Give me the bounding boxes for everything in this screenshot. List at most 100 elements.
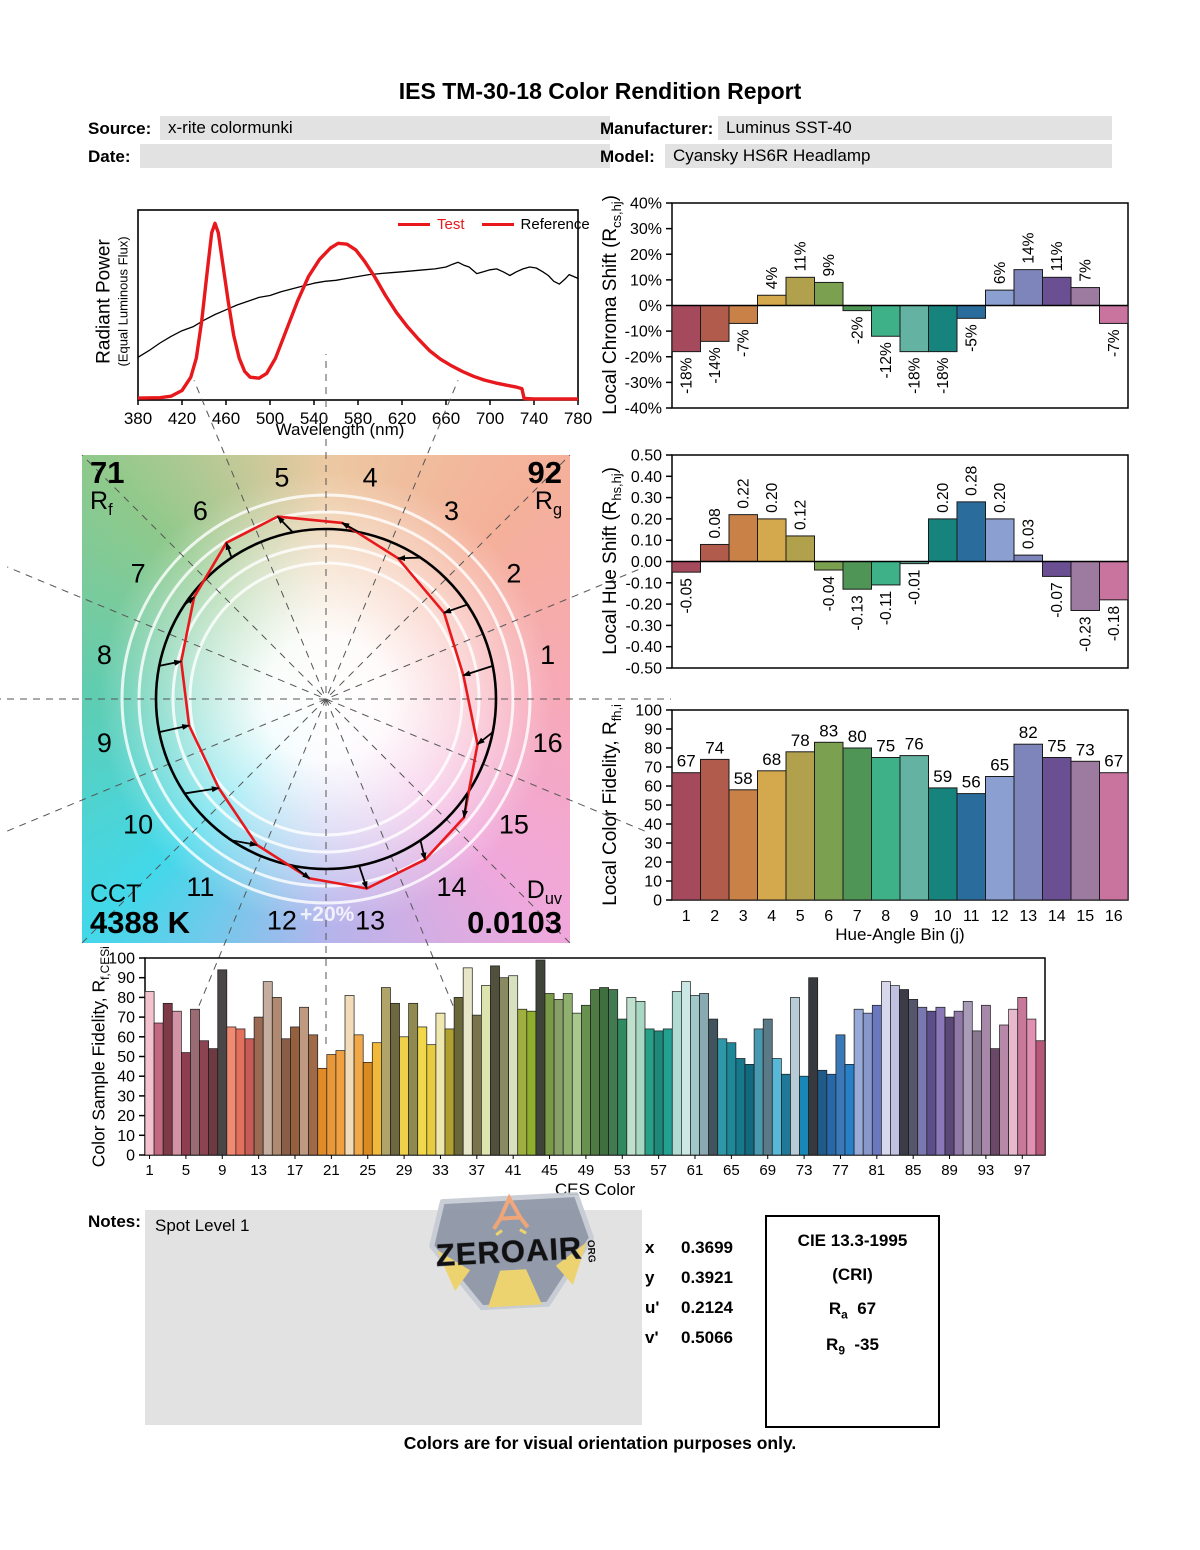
bar-ces-57	[653, 1030, 664, 1156]
bar-localfid-11	[956, 793, 986, 901]
bar-chroma-12	[985, 289, 1015, 306]
manufacturer-field[interactable]: Luminus SST-40	[718, 116, 1112, 140]
bar-ces-53	[617, 1018, 628, 1156]
spd-x-axis-label: Wavelength (nm)	[275, 420, 405, 439]
bar-localfid-9	[899, 755, 929, 901]
svg-text:420: 420	[168, 409, 196, 428]
bar-ces-79	[853, 1008, 864, 1156]
bar-ces-1	[144, 991, 155, 1156]
cvg-arrow-14	[419, 840, 427, 861]
bar-ces-51	[599, 987, 609, 1156]
cvg-arrow-6	[225, 541, 233, 558]
localfid-x-axis-label: Hue-Angle Bin (j)	[835, 925, 965, 944]
svg-text:9%: 9%	[821, 254, 838, 277]
svg-text:-2%: -2%	[850, 316, 867, 344]
svg-text:540: 540	[300, 409, 328, 428]
hue-y-axis-label: Local Hue Shift (Rhs,hj)	[600, 467, 624, 655]
cri-r9-value: R9 -35	[826, 1335, 879, 1358]
bar-ces-41	[508, 975, 519, 1156]
bar-ces-99	[1035, 1040, 1046, 1156]
svg-text:500: 500	[256, 409, 284, 428]
svg-text:100: 100	[108, 951, 135, 968]
bar-chroma-9	[899, 305, 929, 353]
svg-text:85: 85	[905, 1162, 922, 1179]
svg-text:20%: 20%	[630, 247, 662, 264]
cvg-reference-circle	[154, 527, 498, 871]
cvg-arrow-1	[462, 664, 494, 677]
bar-ces-2	[153, 1022, 164, 1156]
bar-ces-24	[353, 1034, 364, 1156]
bar-hue-3	[728, 514, 758, 562]
svg-text:-30%: -30%	[625, 375, 662, 392]
bar-localfid-7	[842, 747, 872, 901]
logo-tripod-leg-right	[518, 1216, 530, 1229]
source-field[interactable]: x-rite colormunki	[160, 116, 610, 140]
svg-text:69: 69	[759, 1162, 776, 1179]
bar-hue-15	[1070, 561, 1100, 611]
rf-score: 71 Rf	[90, 455, 125, 519]
bar-localfid-13	[1013, 743, 1043, 901]
svg-text:-0.11: -0.11	[878, 591, 895, 625]
bar-hue-5	[785, 535, 815, 563]
svg-text:11%: 11%	[793, 241, 810, 271]
svg-text:1: 1	[682, 908, 691, 925]
bar-ces-9	[217, 969, 228, 1156]
bar-localfid-8	[871, 757, 901, 901]
logo-road-center	[487, 1269, 542, 1308]
duv-readout: Duv 0.0103	[467, 875, 562, 941]
test-legend-label: Test	[437, 216, 465, 233]
svg-text:61: 61	[687, 1162, 704, 1179]
svg-text:37: 37	[468, 1162, 485, 1179]
cvg-arrow-11	[231, 839, 258, 847]
svg-text:4: 4	[363, 462, 378, 492]
reference-legend-line	[481, 223, 514, 226]
bar-ces-80	[862, 1012, 873, 1156]
bar-chroma-13	[1013, 269, 1043, 306]
bar-hue-10	[928, 518, 958, 562]
svg-text:-18%: -18%	[679, 357, 696, 393]
svg-text:0.10: 0.10	[631, 533, 662, 550]
svg-text:20: 20	[117, 1108, 135, 1125]
svg-text:-0.20: -0.20	[626, 597, 663, 614]
bar-ces-50	[590, 989, 600, 1156]
spd-y-axis-label: Radiant Power (Equal Luminous Flux)	[93, 236, 131, 367]
svg-text:75: 75	[876, 737, 895, 756]
svg-text:8: 8	[881, 908, 890, 925]
svg-text:25: 25	[359, 1162, 376, 1179]
bar-ces-47	[562, 993, 573, 1156]
svg-text:56: 56	[962, 773, 981, 792]
u-prime-row: u' 0.2124	[645, 1298, 733, 1317]
svg-text:76: 76	[905, 735, 924, 754]
svg-text:0.08: 0.08	[707, 508, 724, 538]
svg-text:5: 5	[182, 1162, 190, 1179]
svg-text:14: 14	[437, 872, 467, 902]
bar-ces-89	[944, 1016, 955, 1156]
logo-badge-shape	[429, 1192, 594, 1311]
local-chroma-shift-chart: 40% 30% 20% 10% 0% -10% -20% -30% -40% -18% -14% -7…	[625, 196, 1129, 418]
svg-text:-10%: -10%	[625, 324, 662, 341]
svg-text:90: 90	[644, 722, 662, 739]
model-field[interactable]: Cyansky HS6R Headlamp	[665, 144, 1112, 168]
svg-text:0.28: 0.28	[964, 466, 981, 496]
bar-ces-40	[499, 977, 509, 1156]
bar-ces-19	[308, 1034, 319, 1156]
bar-chroma-2	[700, 305, 730, 342]
bar-ces-35	[453, 997, 464, 1156]
bar-ces-67	[744, 1064, 755, 1156]
date-field[interactable]	[140, 144, 610, 168]
bar-chroma-4	[757, 294, 787, 306]
bar-ces-25	[362, 1062, 373, 1156]
svg-text:73: 73	[1076, 740, 1095, 759]
spd-series-test	[137, 221, 578, 401]
cvg-arrow-9	[159, 724, 191, 734]
bar-localfid-10	[928, 787, 958, 901]
svg-text:65: 65	[723, 1162, 740, 1179]
bar-chroma-6	[814, 281, 844, 306]
bar-ces-69	[762, 1018, 773, 1156]
svg-text:580: 580	[344, 409, 372, 428]
svg-text:11%: 11%	[1049, 241, 1066, 271]
svg-text:53: 53	[614, 1162, 631, 1179]
svg-text:40: 40	[644, 817, 662, 834]
x-row: x 0.3699	[645, 1238, 733, 1257]
svg-text:-0.23: -0.23	[1078, 616, 1095, 651]
